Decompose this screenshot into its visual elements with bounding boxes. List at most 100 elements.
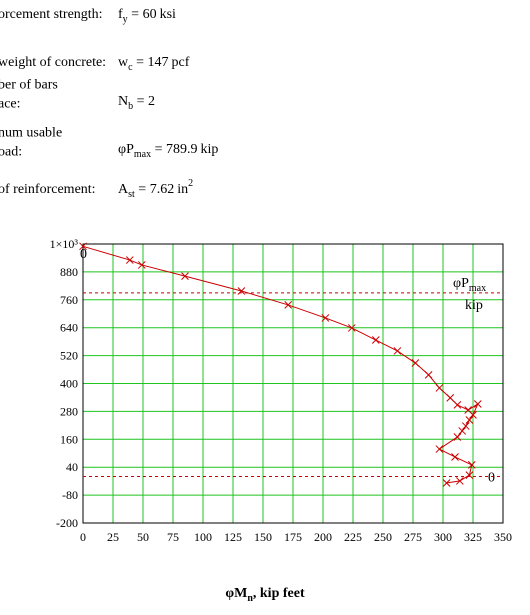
x-tick-label: 200 (314, 530, 332, 544)
data-point (467, 461, 476, 469)
value: 789.9 (166, 142, 198, 157)
row-label: weight of concrete: (0, 55, 106, 70)
row-label: ace: (0, 97, 21, 112)
equals: = (128, 7, 143, 22)
value: 147 (147, 55, 168, 70)
data-point (473, 400, 482, 408)
equals: = (151, 142, 166, 157)
data-point (458, 427, 467, 435)
subscript: st (128, 189, 135, 200)
data-point (435, 445, 444, 453)
data-point (371, 336, 380, 344)
x-tick-label: 350 (494, 530, 512, 544)
expression: wc = 147 pcf (118, 55, 190, 73)
reference-value: 0 (488, 471, 495, 486)
plot-border (82, 243, 504, 524)
symbol: φP (118, 142, 134, 157)
data-point (393, 347, 402, 355)
value: 7.62 (150, 182, 175, 197)
data-point (347, 324, 356, 332)
x-tick-label: 300 (434, 530, 452, 544)
row-label: of reinforcement: (0, 182, 96, 197)
x-tick-label: 325 (464, 530, 482, 544)
row-label: ber of bars (0, 78, 58, 93)
reference-name: φP (453, 276, 469, 291)
x-marker-label: 0 (80, 247, 87, 262)
data-point (461, 422, 470, 430)
data-point (446, 394, 455, 402)
symbol: w (118, 55, 129, 70)
y-tick-label: -200 (56, 516, 78, 530)
subscript: c (128, 62, 133, 73)
expression: fy = 60 ksi (118, 7, 176, 25)
unit: ksi (160, 7, 176, 22)
x-label-symbol: φM (225, 586, 247, 601)
y-tick-label: 40 (66, 460, 78, 474)
data-point (442, 479, 451, 487)
x-tick-label: 275 (404, 530, 422, 544)
data-point (181, 272, 189, 280)
y-tick-label: 640 (60, 321, 78, 335)
data-point (455, 477, 464, 485)
row-label: num usable (0, 126, 62, 141)
data-point (79, 242, 87, 251)
x-label-text: , kip feet (253, 586, 305, 601)
x-tick-label: 75 (167, 530, 179, 544)
data-line (82, 245, 479, 484)
data-point (469, 411, 477, 419)
x-tick-label: 150 (254, 530, 272, 544)
data-point (451, 453, 459, 461)
subscript: y (123, 14, 128, 25)
subscript: b (128, 101, 133, 112)
y-tick-label: 520 (60, 349, 78, 363)
x-axis-label: φMn, kip feet (225, 586, 305, 604)
y-tick-label: 760 (60, 293, 78, 307)
reference-label: φPmax (453, 276, 486, 294)
unit: pcf (171, 55, 189, 70)
data-point (321, 314, 330, 322)
y-tick-label: 280 (60, 404, 78, 418)
equals: = (133, 55, 148, 70)
x-tick-label: 50 (137, 530, 149, 544)
y-tick-label: 1×10³ (50, 237, 79, 251)
x-tick-label: 250 (374, 530, 392, 544)
y-tick-label: -80 (62, 488, 78, 502)
reference-unit: kip (465, 298, 483, 313)
data-point (284, 301, 293, 309)
symbol: A (118, 182, 129, 197)
equals: = (135, 182, 150, 197)
value: 2 (148, 94, 155, 109)
data-point (435, 384, 444, 392)
x-tick-label: 125 (224, 530, 242, 544)
data-point (411, 359, 420, 367)
data-point (424, 371, 433, 379)
y-tick-label: 880 (60, 265, 78, 279)
data-point (237, 287, 246, 295)
x-tick-label: 25 (107, 530, 119, 544)
data-point (137, 261, 146, 269)
symbol: N (118, 94, 128, 109)
y-tick-label: 160 (60, 432, 78, 446)
x-label-subscript: n (247, 593, 253, 604)
row-label: orcement strength: (0, 7, 103, 22)
row-label: oad: (0, 145, 22, 160)
unit-exponent: 2 (188, 178, 193, 189)
equals: = (133, 94, 148, 109)
symbol: f (118, 7, 123, 22)
expression: Ast = 7.62 in2 (118, 178, 193, 200)
data-point (125, 256, 134, 264)
value: 60 (143, 7, 157, 22)
data-point (453, 433, 462, 441)
unit: kip (201, 142, 219, 157)
reference-subscript: max (469, 283, 486, 294)
x-tick-label: 175 (284, 530, 302, 544)
data-point (465, 471, 474, 479)
x-tick-label: 225 (344, 530, 362, 544)
data-point (465, 416, 474, 424)
data-point (453, 401, 462, 409)
expression: φPmax = 789.9 kip (118, 142, 218, 160)
y-tick-label: 400 (60, 377, 78, 391)
x-tick-label: 100 (194, 530, 212, 544)
x-tick-label: 0 (80, 530, 86, 544)
